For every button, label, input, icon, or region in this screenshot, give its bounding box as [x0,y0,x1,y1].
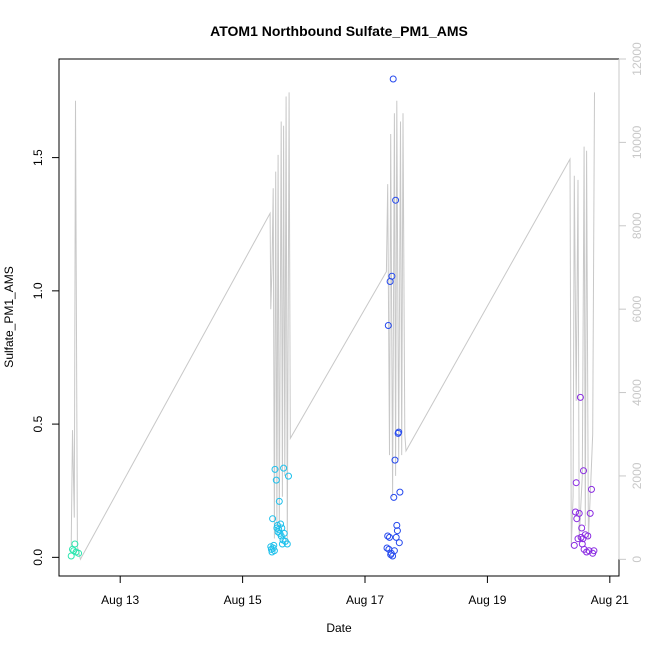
secondary-line-layer [70,92,595,561]
y2-tick-label: 8000 [630,212,644,239]
y2-axis: 0 2000 4000 6000 8000 10000 12000 [618,42,644,563]
y-axis-label: Sulfate_PM1_AMS [2,266,16,367]
data-point [390,493,398,501]
y2-tick-label: 6000 [630,295,644,322]
data-point [275,497,283,505]
data-point [272,476,280,484]
data-point [384,532,392,540]
y2-tick-label: 12000 [630,42,644,76]
data-point [576,393,584,401]
data-point [386,533,393,541]
points-layer [67,75,598,560]
data-point [390,547,398,555]
secondary-series-line [70,92,595,561]
data-point [572,479,580,487]
x-tick-label: Aug 19 [468,593,506,607]
data-point [574,535,582,543]
data-point [578,524,586,532]
data-point [283,540,291,548]
data-point [392,196,400,204]
data-point [584,532,592,540]
data-point [71,540,79,548]
x-tick-label: Aug 17 [346,593,384,607]
data-point [270,541,278,549]
data-point [572,508,579,516]
data-point [580,467,587,475]
chart-title: ATOM1 Northbound Sulfate_PM1_AMS [210,23,468,39]
y-axis: 0.0 0.5 1.0 1.5 [31,149,60,566]
data-point [389,75,397,83]
y-tick-label: 0.0 [31,549,45,566]
data-point [277,520,285,528]
data-point [396,488,404,496]
y2-tick-label: 2000 [630,462,644,489]
x-axis-label: Date [326,621,352,635]
data-point [271,465,279,473]
data-point [280,464,288,472]
data-point [269,515,277,523]
data-point [393,527,401,535]
data-point [388,272,396,280]
y2-tick-label: 4000 [630,379,644,406]
data-point [383,544,391,552]
data-point [586,509,594,517]
data-point [392,533,400,541]
data-point [280,529,288,537]
x-tick-label: Aug 13 [101,593,139,607]
y2-tick-label: 10000 [630,125,644,159]
data-point [384,322,392,329]
y2-tick-label: 0 [630,556,644,563]
x-axis: Aug 13 Aug 15 Aug 17 Aug 19 Aug 21 [101,575,629,607]
x-tick-label: Aug 15 [224,593,262,607]
data-point [270,547,278,555]
data-point [395,539,403,547]
data-point [590,547,598,555]
data-point [391,456,399,464]
x-tick-label: Aug 21 [591,593,629,607]
y-tick-label: 0.5 [31,415,45,432]
y-tick-label: 1.0 [31,282,45,299]
data-point [393,521,401,529]
data-point [273,524,281,532]
data-point [588,485,595,493]
data-point [570,541,578,549]
data-point [285,472,292,480]
data-point [575,509,583,517]
data-point [395,428,403,436]
data-point [75,549,83,557]
y-tick-label: 1.5 [31,149,45,166]
